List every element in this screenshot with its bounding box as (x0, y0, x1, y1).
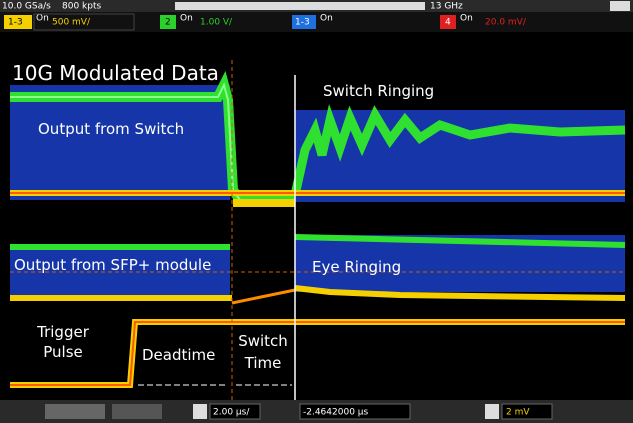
annotation: Switch Time (230, 330, 296, 375)
svg-text:On: On (460, 14, 473, 24)
waveforms (10, 60, 625, 400)
channel-bar (0, 12, 633, 32)
bandwidth: 13 GHz (430, 2, 463, 12)
minimize-button[interactable] (610, 1, 630, 11)
trigger-level: 2 mV (506, 408, 530, 418)
annotation: Eye Ringing (312, 258, 401, 276)
annotation: Output from SFP+ module (14, 256, 211, 274)
svg-text:2: 2 (165, 18, 171, 28)
toolbar-buttons[interactable] (45, 404, 105, 419)
title: 10G Modulated Data (12, 61, 219, 85)
horizontal-button[interactable] (193, 404, 207, 419)
toolbar-buttons[interactable] (112, 404, 162, 419)
timebase: 2.00 µs/ (213, 408, 250, 418)
annotation-text: Switch Time (230, 330, 296, 374)
delay: -2.4642000 µs (303, 408, 369, 418)
svg-text:1-3: 1-3 (295, 18, 310, 28)
svg-text:20.0 mV/: 20.0 mV/ (485, 18, 527, 28)
annotation: Output from Switch (38, 120, 184, 138)
annotation-text: Trigger Pulse (28, 322, 98, 362)
annotation: Trigger Pulse (28, 322, 98, 367)
svg-text:1.00 V/: 1.00 V/ (200, 18, 233, 28)
annotation: Switch Ringing (323, 82, 434, 100)
svg-text:1-3: 1-3 (8, 18, 23, 28)
svg-text:4: 4 (445, 18, 451, 28)
svg-text:On: On (36, 14, 49, 24)
memory-bar (175, 2, 425, 10)
svg-text:On: On (320, 14, 333, 24)
sample-rate: 10.0 GSa/s (2, 2, 51, 12)
scope-screen: 10.0 GSa/s 800 kpts 13 GHz 1-3 On 500 mV… (0, 0, 633, 423)
memory-depth: 800 kpts (62, 2, 101, 12)
svg-text:On: On (180, 14, 193, 24)
annotation: Deadtime (142, 346, 215, 364)
svg-text:500 mV/: 500 mV/ (52, 18, 91, 28)
trigger-button[interactable] (485, 404, 499, 419)
